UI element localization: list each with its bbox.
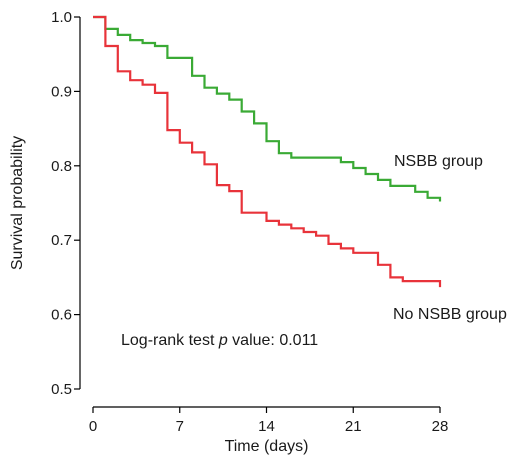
x-tick-label: 28 xyxy=(432,418,449,435)
annotation-suffix: value: 0.011 xyxy=(228,332,319,349)
y-tick-label: 0.9 xyxy=(51,83,72,100)
y-tick-label: 0.7 xyxy=(51,232,72,249)
y-tick-label: 0.8 xyxy=(51,158,72,175)
series-group xyxy=(93,15,442,288)
x-tick-label: 14 xyxy=(258,418,275,435)
series-label-no-nsbb: No NSBB group xyxy=(393,306,507,323)
y-tick-label: 1.0 xyxy=(51,9,72,26)
series-label-nsbb: NSBB group xyxy=(394,153,483,170)
x-axis-title: Time (days) xyxy=(225,438,309,455)
y-tick-label: 0.6 xyxy=(51,307,72,324)
x-tick-label: 21 xyxy=(345,418,362,435)
x-ticks: 0 7 14 21 28 xyxy=(89,407,449,435)
series-line-nsbb xyxy=(93,15,442,202)
x-tick-label: 0 xyxy=(89,418,97,435)
logrank-annotation: Log-rank test p value: 0.011 xyxy=(121,332,318,349)
y-ticks: 0.5 0.6 0.7 0.8 0.9 1.0 xyxy=(51,9,80,398)
y-tick-label: 0.5 xyxy=(51,381,72,398)
annotation-prefix: Log-rank test xyxy=(121,332,219,349)
series-line-no-nsbb xyxy=(93,15,442,288)
y-axis-title: Survival probability xyxy=(9,136,26,270)
x-tick-label: 7 xyxy=(176,418,184,435)
plot-area: 0.5 0.6 0.7 0.8 0.9 1.0 0 7 14 21 28 xyxy=(51,9,448,435)
annotation-p: p xyxy=(218,332,228,349)
